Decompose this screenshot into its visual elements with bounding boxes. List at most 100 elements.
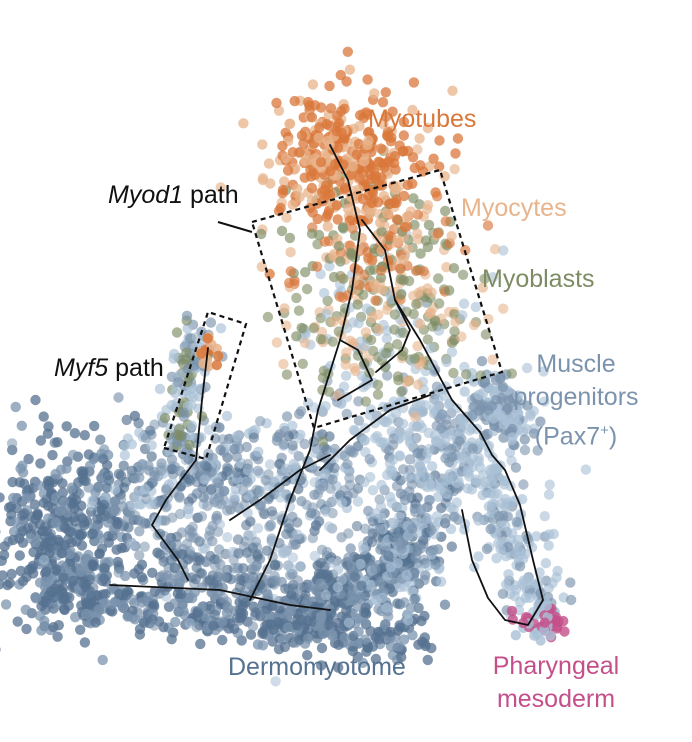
cell-point bbox=[422, 200, 434, 211]
cell-point bbox=[390, 408, 402, 419]
cell-point bbox=[416, 615, 427, 627]
cell-point bbox=[255, 416, 266, 427]
cell-point bbox=[214, 568, 226, 579]
cell-point bbox=[322, 209, 333, 220]
cell-point bbox=[346, 249, 357, 261]
cell-point bbox=[119, 440, 130, 451]
cell-point bbox=[168, 353, 179, 364]
cell-point bbox=[433, 273, 444, 284]
cell-point bbox=[309, 477, 320, 488]
cell-point bbox=[418, 554, 430, 565]
cell-point bbox=[306, 228, 318, 239]
cell-point bbox=[17, 467, 29, 478]
cell-point bbox=[345, 169, 356, 181]
cell-point bbox=[432, 228, 444, 239]
cell-point bbox=[30, 593, 42, 604]
cell-point bbox=[367, 485, 379, 496]
cell-point bbox=[321, 118, 332, 130]
cell-point bbox=[457, 310, 468, 321]
cell-point bbox=[348, 424, 360, 436]
cell-point bbox=[398, 634, 410, 645]
cell-point bbox=[317, 436, 328, 447]
cell-point bbox=[303, 96, 314, 108]
cell-point bbox=[143, 591, 154, 602]
cell-point bbox=[292, 529, 303, 540]
cell-point bbox=[341, 76, 352, 87]
cell-point bbox=[79, 637, 91, 648]
cell-point bbox=[428, 403, 440, 414]
cell-point bbox=[372, 532, 383, 543]
cell-point bbox=[325, 608, 336, 619]
cell-point bbox=[401, 570, 412, 581]
cell-point bbox=[276, 225, 288, 237]
cell-point bbox=[370, 295, 381, 306]
cell-point bbox=[222, 532, 233, 543]
cell-point bbox=[293, 305, 305, 316]
cell-point bbox=[311, 261, 323, 272]
cell-point bbox=[139, 541, 150, 552]
cell-point bbox=[134, 550, 145, 561]
cell-point bbox=[287, 199, 298, 210]
cell-point bbox=[147, 567, 158, 578]
muscle-line3: (Pax7+) bbox=[506, 414, 646, 453]
cell-point bbox=[396, 543, 407, 554]
label-dermomyotome: Dermomyotome bbox=[228, 652, 406, 682]
cell-point bbox=[97, 654, 108, 666]
cell-point bbox=[432, 491, 444, 502]
cell-point bbox=[402, 179, 413, 191]
cell-point bbox=[38, 411, 49, 422]
cell-point bbox=[158, 622, 169, 633]
cell-point bbox=[436, 502, 447, 514]
cell-point bbox=[118, 460, 129, 471]
cell-point bbox=[394, 511, 405, 523]
myocytes-text: Myocytes bbox=[461, 194, 567, 222]
trajectory-line bbox=[229, 454, 331, 521]
cell-point bbox=[157, 570, 169, 581]
cell-point bbox=[127, 594, 138, 605]
cell-point bbox=[529, 428, 540, 439]
cell-point bbox=[196, 411, 208, 422]
cell-point bbox=[382, 370, 393, 381]
cell-point bbox=[339, 103, 350, 115]
cell-point bbox=[491, 553, 502, 564]
cell-point bbox=[377, 97, 389, 108]
cell-point bbox=[262, 311, 274, 323]
cell-point bbox=[61, 463, 72, 474]
cell-point bbox=[109, 484, 121, 495]
cell-point bbox=[425, 343, 436, 354]
cell-point bbox=[338, 273, 349, 284]
cell-point bbox=[369, 88, 380, 99]
cell-point bbox=[263, 158, 275, 169]
cell-point bbox=[278, 358, 289, 370]
cell-point bbox=[299, 438, 310, 450]
cell-point bbox=[336, 497, 348, 508]
cell-point bbox=[444, 285, 455, 296]
cell-point bbox=[424, 494, 435, 506]
cell-point bbox=[397, 327, 409, 338]
cell-point bbox=[30, 537, 41, 548]
cell-point bbox=[552, 621, 563, 632]
muscle-line3-sup: + bbox=[600, 422, 609, 439]
cell-point bbox=[127, 501, 139, 512]
cell-point bbox=[294, 634, 305, 645]
cell-point bbox=[363, 135, 374, 146]
cell-point bbox=[46, 535, 57, 546]
cell-point bbox=[316, 544, 328, 555]
cell-point bbox=[167, 512, 178, 523]
cell-point bbox=[543, 540, 554, 551]
trajectory-line bbox=[249, 409, 319, 601]
cell-point bbox=[123, 522, 134, 533]
cell-point bbox=[195, 638, 206, 650]
cell-point bbox=[440, 434, 451, 445]
cell-point bbox=[349, 571, 360, 582]
cell-point bbox=[340, 359, 351, 370]
cell-point bbox=[204, 574, 216, 585]
cell-point bbox=[96, 543, 108, 554]
cell-point bbox=[194, 461, 205, 472]
cell-point bbox=[500, 520, 511, 532]
cell-point bbox=[14, 477, 25, 488]
cell-point bbox=[447, 85, 458, 97]
cell-point bbox=[431, 381, 443, 392]
cell-point bbox=[257, 139, 268, 150]
cell-point bbox=[317, 196, 329, 207]
